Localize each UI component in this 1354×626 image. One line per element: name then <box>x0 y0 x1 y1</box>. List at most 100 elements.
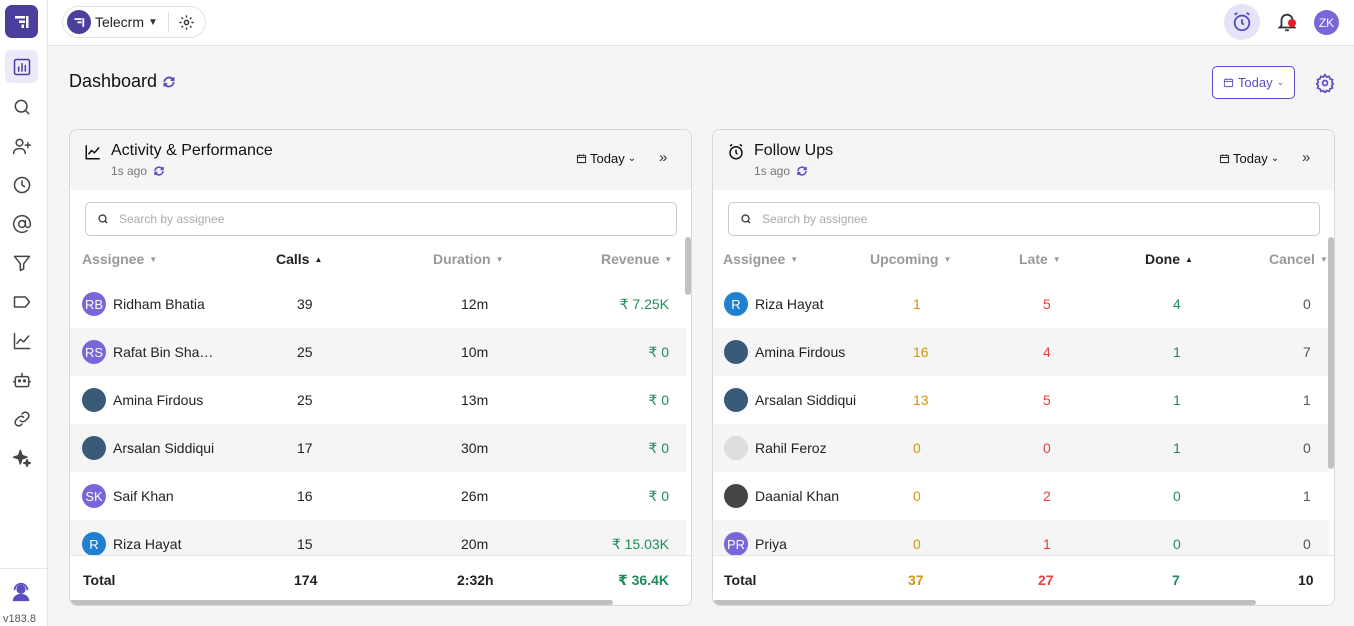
col-revenue[interactable]: Revenue ▼ <box>601 251 672 267</box>
assignee-search[interactable] <box>728 202 1320 236</box>
assignee-cell[interactable]: SK Saif Khan <box>82 472 174 520</box>
support-icon[interactable] <box>10 581 32 603</box>
chevron-down-icon: ⌄ <box>1270 153 1280 164</box>
assignee-name: Amina Firdous <box>113 392 204 408</box>
app-version: v183.8 <box>3 613 37 625</box>
horizontal-scrollbar[interactable] <box>713 600 1256 605</box>
analytics-icon[interactable] <box>5 50 38 83</box>
refresh-icon[interactable] <box>796 165 808 177</box>
vertical-scrollbar[interactable] <box>685 237 691 295</box>
card-date-filter[interactable]: Today ⌄ <box>1219 151 1279 166</box>
workspace-name: Telecrm <box>95 14 145 30</box>
late-cell: 0 <box>1043 440 1051 456</box>
assignee-cell[interactable]: Arsalan Siddiqui <box>724 376 856 424</box>
table-row[interactable]: Amina Firdous 25 13m ₹ 0 <box>70 376 686 424</box>
alarm-clock-icon <box>729 143 743 160</box>
assignee-cell[interactable]: Arsalan Siddiqui <box>82 424 214 472</box>
assignee-cell[interactable]: RS Rafat Bin Sha… <box>82 328 213 376</box>
bot-icon[interactable] <box>5 363 38 396</box>
avatar <box>724 388 748 412</box>
duration-cell: 20m <box>461 536 489 552</box>
table-row[interactable]: SK Saif Khan 16 26m ₹ 0 <box>70 472 686 520</box>
gear-icon[interactable] <box>178 14 195 31</box>
col-done[interactable]: Done ▲ <box>1145 251 1193 267</box>
col-assignee[interactable]: Assignee ▼ <box>723 251 798 267</box>
refresh-icon[interactable] <box>153 165 165 177</box>
assignee-name: Daanial Khan <box>755 488 840 504</box>
col-upcoming[interactable]: Upcoming ▼ <box>870 251 951 267</box>
date-range-label: Today <box>1237 75 1273 90</box>
horizontal-scrollbar[interactable] <box>70 600 613 605</box>
assignee-cell[interactable]: R Riza Hayat <box>724 280 823 328</box>
table-row[interactable]: RS Rafat Bin Sha… 25 10m ₹ 0 <box>70 328 686 376</box>
follow-ups-card: Follow Ups 1s ago Today ⌄ » Assignee ▼ Up… <box>712 129 1335 606</box>
col-label: Upcoming <box>870 251 939 267</box>
total-upcoming: 37 <box>908 572 924 588</box>
user-avatar[interactable]: ZK <box>1314 10 1339 35</box>
col-late[interactable]: Late ▼ <box>1019 251 1061 267</box>
sparkle-icon[interactable] <box>5 441 38 474</box>
table-row[interactable]: Arsalan Siddiqui 13 5 1 1 <box>713 376 1329 424</box>
assignee-cell[interactable]: Rahil Feroz <box>724 424 827 472</box>
col-calls[interactable]: Calls ▲ <box>276 251 322 267</box>
workspace-logo <box>67 10 91 34</box>
col-label: Late <box>1019 251 1048 267</box>
search-input[interactable] <box>762 212 1302 226</box>
avatar: RB <box>82 292 106 316</box>
calls-cell: 25 <box>297 344 313 360</box>
col-assignee[interactable]: Assignee ▼ <box>82 251 157 267</box>
search-input[interactable] <box>119 212 659 226</box>
assignee-cell[interactable]: RB Ridham Bhatia <box>82 280 205 328</box>
link-icon[interactable] <box>5 402 38 435</box>
late-cell: 1 <box>1043 536 1051 552</box>
assignee-name: Rafat Bin Sha… <box>113 344 214 360</box>
assignee-name: Riza Hayat <box>755 296 824 312</box>
assignee-cell[interactable]: Amina Firdous <box>82 376 203 424</box>
history-icon[interactable] <box>5 168 38 201</box>
avatar: RS <box>82 340 106 364</box>
app-logo[interactable] <box>5 5 38 38</box>
calls-cell: 39 <box>297 296 313 312</box>
assignee-name: Rahil Feroz <box>755 440 827 456</box>
settings-gear-icon[interactable] <box>1315 73 1335 93</box>
late-cell: 5 <box>1043 296 1051 312</box>
workspace-switcher[interactable]: Telecrm ▼ <box>62 6 206 38</box>
assignee-cell[interactable]: Daanial Khan <box>724 472 839 520</box>
expand-icon[interactable]: » <box>659 149 668 166</box>
trend-icon[interactable] <box>5 324 38 357</box>
table-row[interactable]: R Riza Hayat 1 5 4 0 <box>713 280 1329 328</box>
updated-label: 1s ago <box>754 164 791 178</box>
vertical-scrollbar[interactable] <box>1328 237 1334 469</box>
col-duration[interactable]: Duration ▼ <box>433 251 503 267</box>
refresh-icon[interactable] <box>162 75 176 89</box>
revenue-cell: ₹ 0 <box>648 391 669 408</box>
search-icon <box>741 214 751 224</box>
at-icon[interactable] <box>5 207 38 240</box>
add-user-icon[interactable] <box>5 129 38 162</box>
expand-icon[interactable]: » <box>1302 149 1311 166</box>
assignee-cell[interactable]: PR Priya <box>724 520 787 568</box>
filter-icon[interactable] <box>5 246 38 279</box>
duration-cell: 26m <box>461 488 489 504</box>
cancel-cell: 0 <box>1303 440 1311 456</box>
table-row[interactable]: Rahil Feroz 0 0 1 0 <box>713 424 1329 472</box>
alarm-button[interactable] <box>1224 4 1260 40</box>
total-revenue: ₹ 36.4K <box>618 571 669 588</box>
search-icon[interactable] <box>5 90 38 123</box>
assignee-cell[interactable]: Amina Firdous <box>724 328 845 376</box>
card-updated: 1s ago <box>754 164 808 178</box>
table-row[interactable]: Arsalan Siddiqui 17 30m ₹ 0 <box>70 424 686 472</box>
assignee-search[interactable] <box>85 202 677 236</box>
tag-icon[interactable] <box>5 285 38 318</box>
table-row[interactable]: Amina Firdous 16 4 1 7 <box>713 328 1329 376</box>
cancel-cell: 7 <box>1303 344 1311 360</box>
caret-down-icon: ▼ <box>943 254 952 264</box>
date-range-button[interactable]: Today ⌄ <box>1212 66 1295 99</box>
table-row[interactable]: Daanial Khan 0 2 0 1 <box>713 472 1329 520</box>
col-cancel[interactable]: Cancel ▼ <box>1269 251 1328 267</box>
assignee-cell[interactable]: R Riza Hayat <box>82 520 181 568</box>
table-row[interactable]: RB Ridham Bhatia 39 12m ₹ 7.25K <box>70 280 686 328</box>
card-date-filter[interactable]: Today ⌄ <box>576 151 636 166</box>
duration-cell: 12m <box>461 296 489 312</box>
calls-cell: 15 <box>297 536 313 552</box>
